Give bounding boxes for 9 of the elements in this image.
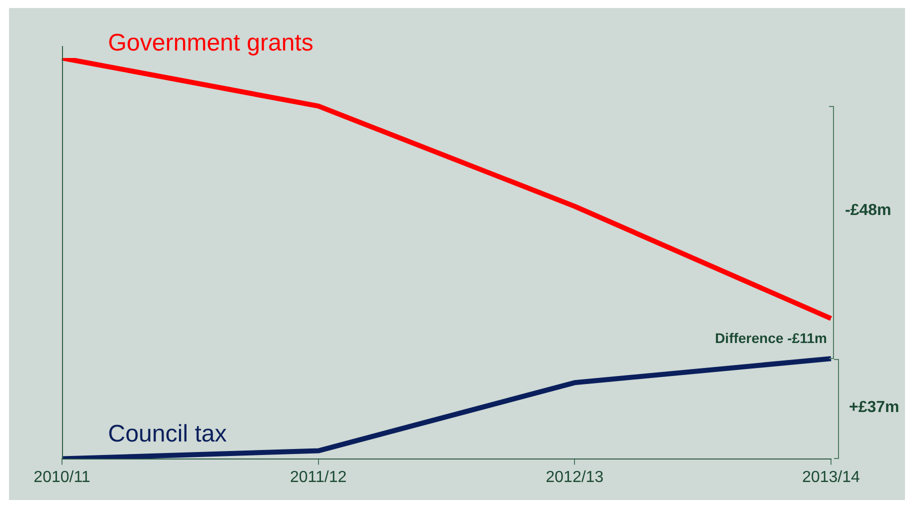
text: +£37m	[849, 398, 900, 417]
x-tick-label: 2011/12	[290, 468, 347, 486]
x-tick-label: 2012/13	[546, 468, 604, 486]
series-label: Government grants	[108, 30, 314, 57]
x-tick-label: 2010/11	[34, 468, 90, 486]
text: -£48m	[845, 202, 892, 220]
x-tick-label: 2013/14	[802, 468, 860, 486]
annotation: Difference -£11m	[714, 330, 827, 346]
series-label: Council tax	[108, 420, 227, 448]
